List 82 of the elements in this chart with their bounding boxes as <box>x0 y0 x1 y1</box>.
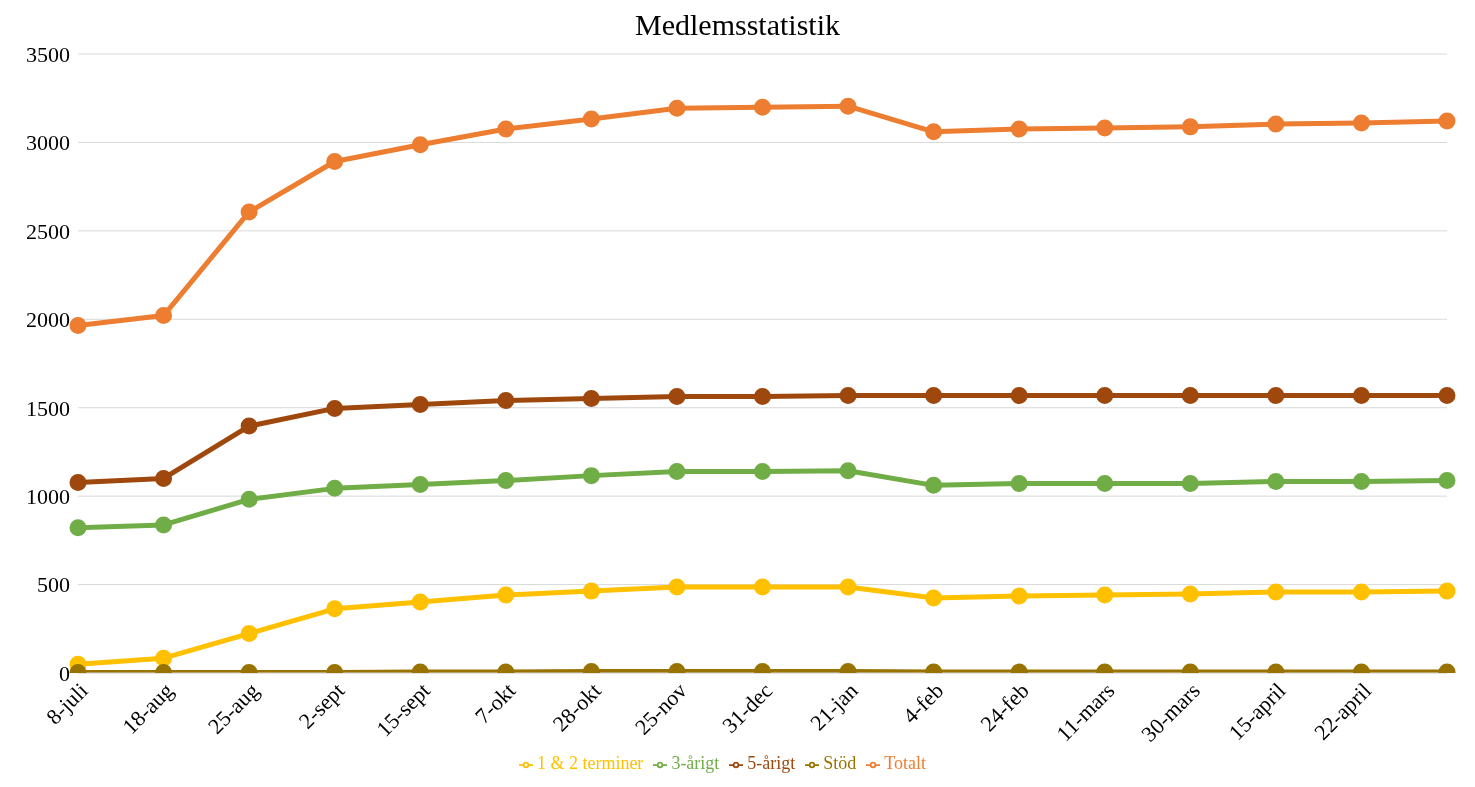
y-tick-label: 3500 <box>26 41 70 67</box>
point <box>1010 587 1028 605</box>
point <box>839 578 857 596</box>
point <box>326 399 344 417</box>
point <box>69 474 87 492</box>
point <box>497 472 515 490</box>
point <box>497 391 515 409</box>
point <box>1010 387 1028 405</box>
point <box>155 307 173 325</box>
point <box>1181 387 1199 405</box>
point <box>240 417 258 435</box>
point <box>754 463 771 481</box>
point <box>240 203 258 221</box>
point <box>839 97 857 115</box>
y-tick-label: 0 <box>59 660 70 686</box>
point <box>582 582 600 600</box>
point <box>1096 119 1114 137</box>
point <box>155 469 173 487</box>
legend-label: 3-årigt <box>671 753 720 773</box>
point <box>925 589 943 607</box>
point <box>668 99 686 117</box>
point <box>1352 472 1370 490</box>
point <box>668 463 686 481</box>
point <box>582 467 600 485</box>
legend-label: Stöd <box>823 753 857 773</box>
point <box>1267 115 1285 133</box>
point <box>925 476 943 494</box>
point <box>497 120 515 138</box>
point <box>839 462 857 480</box>
point <box>155 516 173 534</box>
point <box>1267 387 1285 405</box>
point <box>69 316 87 334</box>
point <box>1181 118 1199 136</box>
point <box>1096 387 1114 405</box>
point <box>240 490 258 508</box>
point <box>582 110 600 128</box>
point <box>925 123 943 141</box>
point <box>497 586 515 604</box>
chart-title: Medlemsstatistik <box>635 8 840 41</box>
x-tick-label: 4-feb <box>897 677 949 729</box>
y-tick-label: 1000 <box>26 483 70 509</box>
point <box>754 388 771 406</box>
point <box>1438 472 1456 490</box>
y-tick-label: 1500 <box>26 395 70 421</box>
y-tick-label: 2500 <box>26 218 70 244</box>
point <box>1352 583 1370 601</box>
point <box>1096 586 1114 604</box>
y-tick-label: 500 <box>37 572 70 598</box>
point <box>1010 474 1028 492</box>
point <box>1181 474 1199 492</box>
point <box>326 479 344 497</box>
point <box>411 136 429 154</box>
legend-label: 1 & 2 terminer <box>536 753 644 773</box>
point <box>155 649 173 667</box>
point <box>668 388 686 406</box>
point <box>1096 474 1114 492</box>
point <box>411 475 429 493</box>
point <box>411 396 429 414</box>
point <box>411 593 429 611</box>
legend-label: Totalt <box>884 753 927 773</box>
point <box>925 387 943 405</box>
point <box>582 390 600 408</box>
point <box>1267 583 1285 601</box>
point <box>1010 120 1028 138</box>
point <box>1438 582 1456 600</box>
point <box>839 387 857 405</box>
point <box>1438 112 1456 130</box>
point <box>240 625 258 643</box>
point <box>1352 387 1370 405</box>
point <box>1267 472 1285 490</box>
y-tick-label: 3000 <box>26 130 70 156</box>
point <box>326 600 344 618</box>
point <box>69 519 87 537</box>
y-tick-label: 2000 <box>26 307 70 333</box>
point <box>1438 387 1456 405</box>
point <box>326 153 344 171</box>
point <box>1181 585 1199 603</box>
point <box>754 98 771 116</box>
legend-label: 5-årigt <box>747 753 796 773</box>
point <box>1352 114 1370 132</box>
point <box>754 578 771 596</box>
point <box>668 578 686 596</box>
